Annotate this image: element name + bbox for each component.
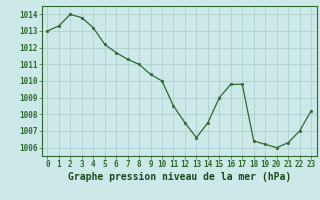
X-axis label: Graphe pression niveau de la mer (hPa): Graphe pression niveau de la mer (hPa) (68, 172, 291, 182)
